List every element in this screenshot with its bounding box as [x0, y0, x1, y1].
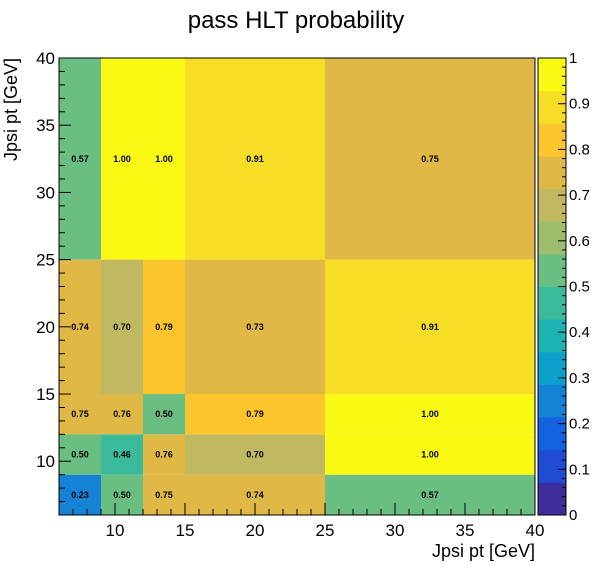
cell-value-label: 0.74 [71, 322, 89, 332]
cell-value-label: 1.00 [113, 154, 131, 164]
x-tick-label: 20 [246, 521, 265, 540]
cell-value-label: 0.70 [246, 450, 264, 460]
heatmap-cell [143, 259, 185, 395]
heatmap-cell [143, 474, 185, 515]
palette-swatch [538, 449, 566, 483]
x-tick-label: 30 [386, 521, 405, 540]
chart-title: pass HLT probability [188, 7, 405, 34]
heatmap-cell [101, 434, 143, 475]
heatmap-cell [59, 474, 101, 515]
x-tick-label: 15 [176, 521, 195, 540]
cell-value-label: 0.91 [421, 322, 439, 332]
cell-value-label: 0.76 [113, 409, 131, 419]
y-tick-label: 10 [36, 452, 55, 471]
cell-value-label: 0.91 [246, 154, 264, 164]
palette-swatch [538, 188, 566, 222]
heatmap-cell [325, 394, 535, 435]
palette-tick-label: 0.4 [569, 324, 590, 341]
x-tick-label: 25 [316, 521, 335, 540]
heatmap-cell [59, 58, 101, 260]
palette-swatch [538, 221, 566, 255]
cell-value-label: 0.57 [71, 154, 89, 164]
heatmap-cell [185, 434, 325, 475]
palette-swatch [538, 319, 566, 353]
cell-value-label: 0.70 [113, 322, 131, 332]
heatmap-cell [101, 259, 143, 395]
palette-tick-label: 1 [569, 50, 577, 67]
x-tick-label: 40 [526, 521, 545, 540]
palette-tick-label: 0.1 [569, 461, 590, 478]
heatmap-cell [185, 394, 325, 435]
heatmap-cell [143, 58, 185, 260]
palette-swatch [538, 123, 566, 157]
y-tick-label: 30 [36, 183, 55, 202]
cell-value-label: 0.79 [246, 409, 264, 419]
heatmap-cell [101, 58, 143, 260]
palette-swatch [538, 482, 566, 516]
cell-value-label: 1.00 [421, 450, 439, 460]
heatmap-cell [59, 434, 101, 475]
cell-value-label: 0.46 [113, 450, 131, 460]
cell-value-label: 0.74 [246, 490, 264, 500]
heatmap-cell [325, 259, 535, 395]
cell-value-label: 0.50 [71, 450, 89, 460]
y-tick-label: 40 [36, 49, 55, 68]
y-axis: 10 15 20 25 30 35 40 [36, 49, 71, 516]
palette-swatch [538, 351, 566, 385]
palette-swatch [538, 286, 566, 320]
color-palette: 0 0.1 0.2 0.3 0.4 0.5 0.6 0.7 0.8 0.9 1 [537, 50, 590, 524]
cell-value-label: 0.75 [421, 154, 439, 164]
palette-tick-label: 0 [569, 507, 577, 524]
palette-tick-label: 0.2 [569, 416, 590, 433]
x-axis: 10 15 20 25 30 35 40 [58, 503, 545, 540]
x-tick-label: 35 [456, 521, 475, 540]
y-tick-label: 20 [36, 318, 55, 337]
heatmap-cell [325, 474, 535, 515]
heatmap-cell [101, 394, 143, 435]
heatmap-cell [143, 394, 185, 435]
cell-value-label: 0.73 [246, 322, 264, 332]
cell-value-label: 1.00 [155, 154, 173, 164]
palette-swatch [538, 384, 566, 418]
palette-tick-label: 0.6 [569, 233, 590, 250]
cell-value-label: 1.00 [421, 409, 439, 419]
heatmap-cell [185, 259, 325, 395]
palette-tick-label: 0.5 [569, 279, 590, 296]
cell-value-label: 0.76 [155, 450, 173, 460]
y-tick-label: 25 [36, 251, 55, 270]
heatmap-cells [59, 58, 535, 515]
palette-tick-label: 0.8 [569, 141, 590, 158]
x-axis-title: Jpsi pt [GeV] [432, 541, 535, 561]
cell-value-label: 0.75 [155, 490, 173, 500]
palette-swatch [538, 90, 566, 124]
x-tick-label: 10 [106, 521, 125, 540]
heatmap-cell [185, 58, 325, 260]
cell-value-label: 0.75 [71, 409, 89, 419]
palette-tick-label: 0.3 [569, 370, 590, 387]
cell-value-label: 0.23 [71, 490, 89, 500]
palette-tick-label: 0.9 [569, 96, 590, 113]
palette-tick-label: 0.7 [569, 187, 590, 204]
cell-labels: 0.23 0.50 0.75 0.74 0.57 0.50 0.46 0.76 0.70 1.00… [71, 154, 439, 500]
cell-value-label: 0.79 [155, 322, 173, 332]
cell-value-label: 0.57 [421, 490, 439, 500]
palette-swatch [538, 417, 566, 451]
cell-value-label: 0.50 [155, 409, 173, 419]
y-tick-label: 15 [36, 385, 55, 404]
heatmap-cell [325, 434, 535, 475]
palette-swatch [538, 253, 566, 287]
palette-swatch [538, 155, 566, 190]
y-tick-label: 35 [36, 116, 55, 135]
heatmap-cell [143, 434, 185, 475]
y-axis-title: Jpsi pt [GeV] [1, 58, 21, 161]
palette-swatch [538, 58, 566, 92]
heatmap-cell [325, 58, 535, 260]
heatmap-cell [101, 474, 143, 515]
cell-value-label: 0.50 [113, 490, 131, 500]
heatmap-cell [59, 394, 101, 435]
